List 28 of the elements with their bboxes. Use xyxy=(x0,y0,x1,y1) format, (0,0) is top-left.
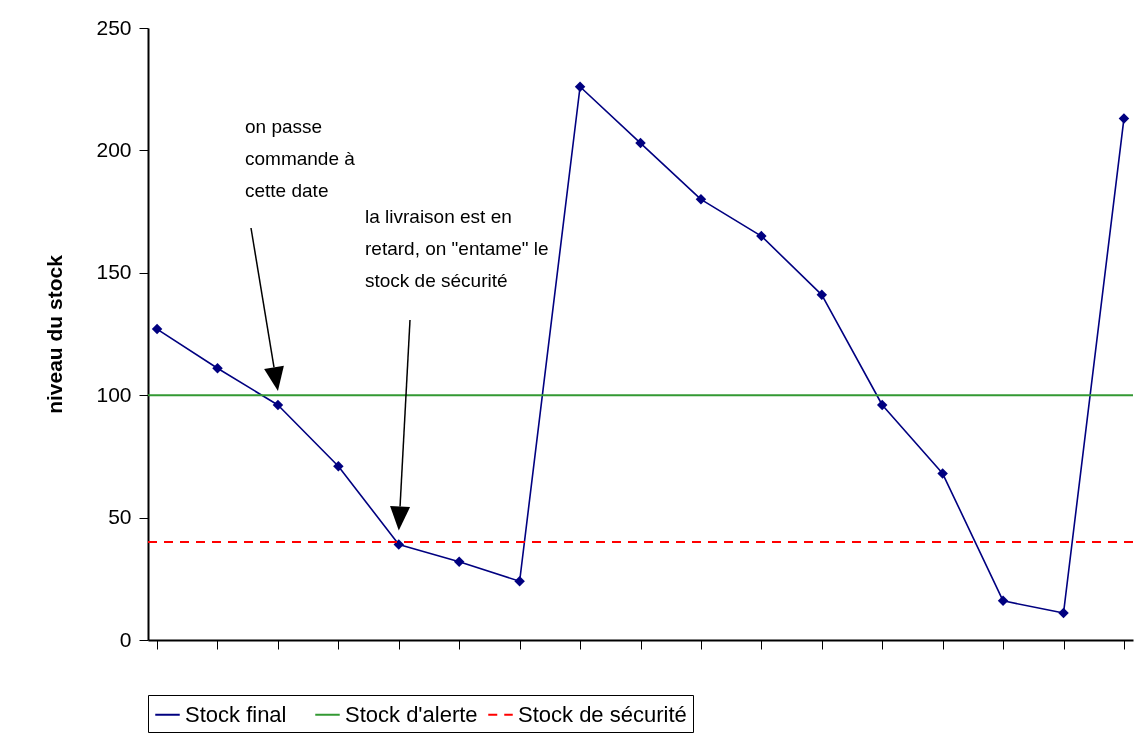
legend-label: Stock de sécurité xyxy=(518,701,687,727)
y-tick-label: 100 xyxy=(96,382,132,406)
point xyxy=(151,323,163,335)
point xyxy=(272,399,284,411)
point xyxy=(695,194,707,205)
point xyxy=(997,595,1009,607)
annotation: la livraison est en retard, on "entame" le stock de sécurité xyxy=(365,206,549,291)
point xyxy=(514,576,525,587)
y-tick-label: 0 xyxy=(119,627,132,651)
point xyxy=(453,556,465,567)
legend-label: Stock d'alerte xyxy=(345,701,478,727)
y-tick-label: 200 xyxy=(96,137,132,161)
point xyxy=(1118,113,1130,124)
legend-label: Stock final xyxy=(185,701,287,727)
y-tick-label: 150 xyxy=(96,260,132,284)
point xyxy=(333,460,344,472)
y-axis-title: niveau du stock xyxy=(43,254,67,414)
point xyxy=(816,289,828,301)
y-tick-label: 50 xyxy=(108,505,132,529)
point xyxy=(574,81,586,92)
point xyxy=(756,230,767,242)
point xyxy=(937,468,948,479)
annotation: on passe commande à cette date xyxy=(245,116,356,201)
point xyxy=(876,399,888,411)
y-tick-label: 250 xyxy=(96,15,132,39)
point xyxy=(635,137,646,149)
point xyxy=(212,363,223,374)
point xyxy=(1058,607,1069,619)
